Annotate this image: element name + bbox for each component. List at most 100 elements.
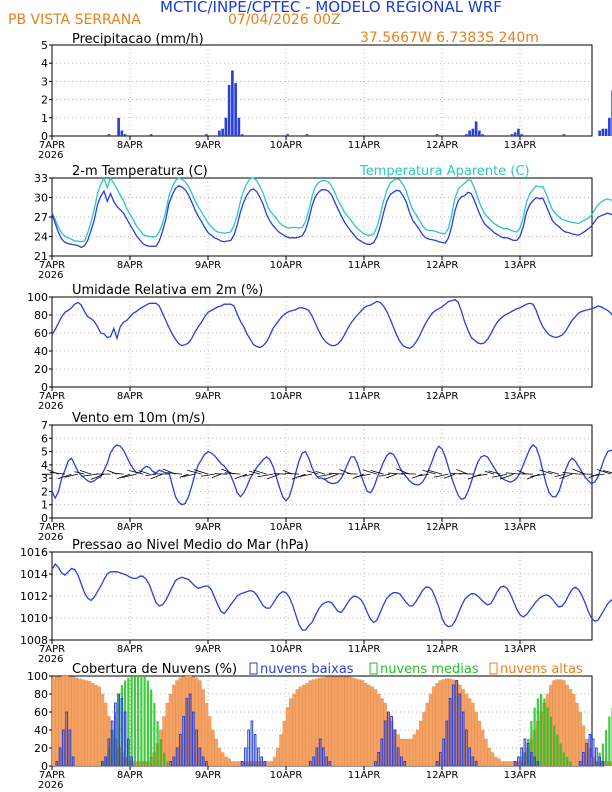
cloud-high-bar	[350, 677, 355, 767]
precip-bar	[478, 130, 481, 136]
cloud-mid-bar	[127, 677, 130, 766]
wind-arrow	[450, 472, 462, 475]
cloud-low-bar	[439, 752, 442, 767]
x-tick-label: 9APR	[195, 644, 221, 655]
precip-bar	[520, 134, 523, 136]
precip-bar	[510, 134, 514, 136]
cloud-high-bar	[302, 684, 306, 767]
cloud-high-bar	[295, 689, 300, 767]
x-year-label: 2026	[38, 270, 63, 281]
x-tick-label: 9APR	[195, 140, 221, 151]
y-tick-label: 60	[34, 327, 48, 340]
cloud-low-bar	[172, 756, 176, 767]
humidity-line	[51, 298, 612, 349]
cloud-mid-bar	[166, 761, 169, 766]
cloud-mid-bar	[566, 757, 569, 766]
y-tick-label: 20	[34, 363, 48, 376]
y-tick-label: 1008	[20, 634, 48, 647]
cloud-low-bar	[513, 761, 517, 767]
precip-bar	[205, 134, 208, 136]
wind-arrow	[266, 473, 280, 480]
cloud-mid-bar	[601, 743, 604, 766]
cloud-low-bar	[585, 743, 588, 767]
cloud-low-bar	[192, 711, 195, 767]
wind-arrow	[474, 473, 488, 477]
cloud-low-bar	[442, 738, 445, 767]
cloud-mid-bar	[104, 757, 107, 766]
wind-arrow	[242, 473, 254, 477]
x-year-label: 2026	[38, 780, 63, 791]
cloud-low-bar	[468, 747, 471, 767]
cloud-low-bar	[601, 761, 605, 767]
y-tick-label: 80	[34, 309, 48, 322]
cloud-mid-bar	[527, 739, 530, 766]
legend-mid-clouds-swatch	[369, 662, 378, 675]
cloud-low-bar	[452, 684, 455, 767]
cloud-high-bar	[305, 683, 309, 767]
cloud-low-bar	[247, 729, 250, 767]
cloud-high-bar	[490, 752, 495, 767]
legend-mid-clouds: nuvens medias	[380, 662, 479, 677]
cloud-low-bar	[474, 761, 478, 767]
precip-bar	[117, 117, 120, 136]
cloud-low-bar	[445, 720, 449, 767]
wind-arrow	[306, 470, 319, 475]
cloud-low-bar	[461, 711, 465, 767]
cloud-low-bar	[403, 761, 406, 767]
panel-frame	[51, 551, 593, 641]
precip-bar	[465, 134, 468, 136]
cloud-low-bar	[185, 698, 189, 767]
run-datetime: 07/04/2026 00Z	[228, 12, 341, 28]
wind-arrow	[234, 473, 248, 480]
wind-arrow	[328, 472, 345, 475]
x-tick-label: 11APR	[348, 644, 381, 655]
cloud-high-bar	[311, 679, 316, 767]
x-tick-label: 8APR	[117, 140, 143, 151]
cloud-high-bar	[233, 761, 238, 767]
wind-arrow	[57, 473, 72, 480]
y-tick-label: 4	[41, 57, 48, 70]
cloud-high-bar	[370, 686, 374, 767]
cloud-high-bar	[84, 680, 88, 767]
y-tick-label: 0	[41, 130, 48, 143]
cloud-low-bar	[582, 752, 585, 767]
cloud-high-bar	[266, 761, 270, 767]
cloud-mid-bar	[133, 676, 136, 766]
x-tick-label: 11APR	[348, 260, 381, 271]
cloud-low-bar	[263, 761, 267, 767]
cloud-low-bar	[205, 761, 208, 767]
cloud-high-bar	[224, 756, 228, 767]
cloud-low-bar	[101, 761, 104, 767]
cloud-high-bar	[227, 758, 231, 767]
panel-title-clouds: Cobertura de Nuvens (%)	[72, 662, 237, 677]
wind-arrow	[597, 469, 612, 475]
wind-arrow	[559, 473, 573, 479]
cloud-high-bar	[357, 679, 361, 767]
x-year-label: 2026	[38, 401, 63, 412]
y-tick-label: 1014	[20, 568, 48, 581]
precip-bar	[513, 132, 517, 136]
cloud-high-bar	[341, 676, 345, 767]
wind-arrow	[590, 473, 605, 477]
cloud-mid-bar	[124, 680, 127, 766]
panel-title-wind: Vento em 10m (m/s)	[72, 411, 205, 426]
cloud-low-bar	[257, 747, 260, 767]
wind-arrow	[211, 473, 222, 479]
header-title: MCTIC/INPE/CPTEC - MODELO REGIONAL WRF	[160, 0, 502, 16]
wind-arrow	[79, 470, 92, 475]
legend-high-clouds-swatch	[489, 662, 498, 675]
y-tick-label: 3	[41, 472, 48, 485]
wind-arrow	[517, 470, 527, 475]
cloud-mid-bar	[605, 730, 608, 766]
cloud-low-bar	[520, 747, 523, 767]
cloud-high-bar	[237, 761, 241, 767]
cloud-high-bar	[503, 761, 508, 767]
precip-bar	[598, 130, 601, 136]
cloud-low-bar	[435, 761, 439, 767]
cloud-mid-bar	[107, 748, 110, 766]
legend-low-clouds-swatch	[249, 662, 258, 675]
cloud-low-bar	[328, 761, 332, 767]
wind-arrow	[412, 473, 423, 479]
x-tick-label: 8APR	[117, 770, 143, 781]
cloud-mid-bar	[143, 676, 146, 766]
